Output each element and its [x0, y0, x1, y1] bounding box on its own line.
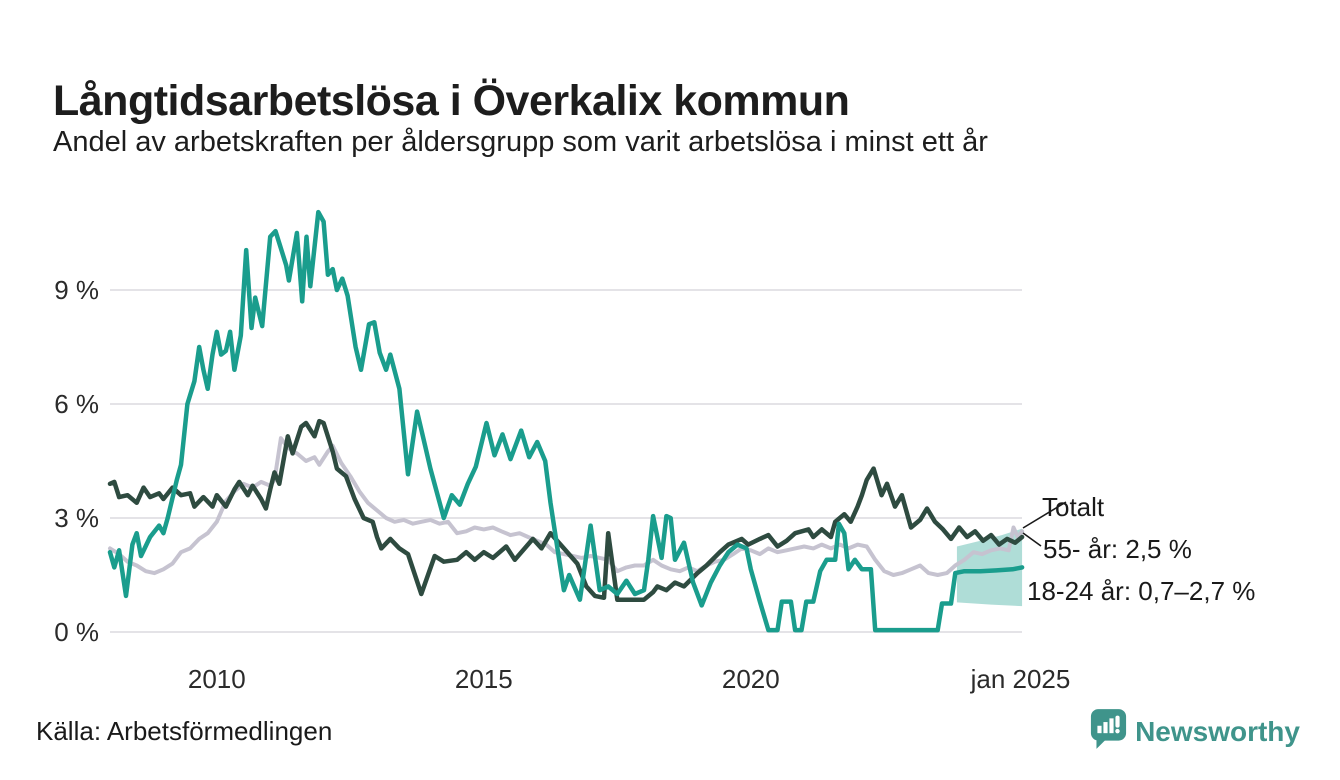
leader-line-55-ar [1022, 532, 1042, 547]
speech-bubble-chart-icon [1090, 708, 1127, 755]
series-line-totalt [108, 436, 1025, 577]
x-tick-label: jan 2025 [970, 664, 1071, 694]
series-line-55-r [107, 418, 1025, 602]
label-18-24-ar: 18-24 år: 0,7–2,7 % [1027, 576, 1256, 606]
y-tick-label: 6 % [54, 389, 99, 419]
page-title: Långtidsarbetslösa i Överkalix kommun [53, 76, 850, 125]
label-totalt: Totalt [1042, 492, 1105, 522]
y-tick-label: 0 % [54, 617, 99, 647]
brand-name: Newsworthy [1135, 715, 1300, 747]
leader-line-totalt [1022, 501, 1067, 529]
y-tick-label: 9 % [54, 275, 99, 305]
y-tick-label: 3 % [54, 503, 99, 533]
x-tick-label: 2015 [455, 664, 513, 694]
newsworthy-logo: Newsworthy [1090, 708, 1300, 755]
chart-subtitle: Andel av arbetskraften per åldersgrupp s… [53, 126, 988, 158]
source-credit: Källa: Arbetsförmedlingen [36, 716, 333, 746]
label-55-ar: 55- år: 2,5 % [1043, 534, 1192, 564]
x-tick-label: 2010 [188, 664, 246, 694]
series-line-18-24-r [107, 209, 1025, 633]
x-tick-label: 2020 [722, 664, 780, 694]
